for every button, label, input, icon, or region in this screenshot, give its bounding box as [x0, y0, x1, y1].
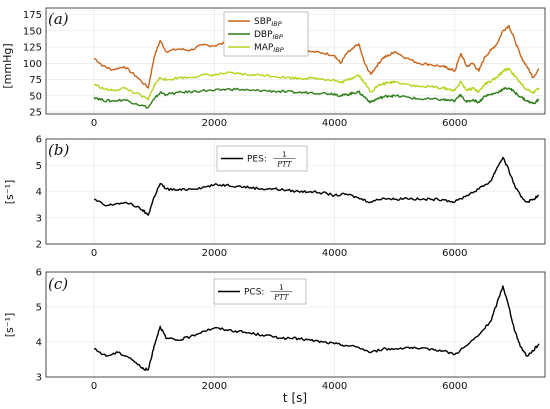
panel-a-ylabel: [mmHg] — [1, 43, 14, 88]
legend-fraction-numerator: 1 — [279, 284, 283, 292]
panel-b: [s⁻¹] (b) 0 2000 4000 6000 2 3 4 5 6 PES: 1 PTT — [3, 135, 546, 259]
legend-label-subscript: IBP — [273, 33, 283, 41]
plot-frame — [45, 271, 546, 378]
legend-label: MAPIBP — [254, 43, 284, 54]
y-tick-label: 125 — [23, 43, 42, 54]
x-tick-label: 6000 — [442, 118, 467, 129]
panel-c-ylabel: [s⁻¹] — [3, 313, 16, 338]
x-tick-label: 0 — [91, 248, 97, 259]
plot-frame — [45, 7, 546, 115]
panel-a: [mmHg] (a) 0 2000 4000 6000 25 50 75 100 125 150 1… — [1, 7, 546, 129]
legend-label: PCS: — [244, 288, 264, 298]
y-tick-label: 25 — [29, 108, 42, 119]
series-line-pes — [94, 156, 540, 216]
legend-c: PCS: 1 PTT — [213, 278, 307, 305]
series-line-dbp — [93, 87, 540, 109]
panel-b-ylabel: [s⁻¹] — [3, 180, 16, 205]
legend-fraction-numerator: 1 — [282, 151, 286, 159]
panel-b-tag: (b) — [48, 141, 69, 159]
y-tick-label: 6 — [36, 268, 42, 279]
y-tick-label: 175 — [23, 10, 42, 21]
x-tick-label: 4000 — [322, 118, 347, 129]
x-tick-label: 6000 — [442, 248, 467, 259]
y-tick-label: 50 — [29, 91, 42, 102]
y-tick-label: 6 — [36, 135, 42, 146]
series-line-pcs — [93, 285, 540, 371]
y-tick-label: 5 — [36, 303, 42, 314]
x-tick-label: 0 — [91, 381, 97, 392]
x-axis-label: t [s] — [283, 391, 307, 405]
x-tick-label: 2000 — [202, 381, 227, 392]
y-tick-label: 2 — [36, 240, 42, 251]
legend-label-subscript: IBP — [273, 46, 283, 54]
panel-a-tag: (a) — [48, 10, 69, 28]
legend-label: PES: — [247, 155, 267, 165]
y-tick-label: 3 — [36, 373, 42, 384]
y-tick-label: 4 — [36, 187, 42, 198]
plot-frame — [45, 138, 546, 245]
y-tick-label: 75 — [29, 75, 42, 86]
x-tick-label: 4000 — [322, 381, 347, 392]
legend-label: DBPIBP — [254, 30, 283, 41]
series-line-map — [93, 67, 540, 101]
panel-c-tag: (c) — [48, 275, 68, 293]
y-tick-label: 3 — [36, 213, 42, 224]
legend-label-subscript: IBP — [271, 20, 281, 28]
panel-c: [s⁻¹] (c) t [s] 0 2000 4000 6000 3 4 5 6 PCS: 1 PT… — [3, 268, 546, 405]
x-tick-label: 0 — [91, 118, 97, 129]
series-line-sbp — [93, 24, 540, 89]
x-tick-label: 2000 — [202, 248, 227, 259]
legend-fraction-denominator: PTT — [273, 294, 290, 302]
x-tick-label: 2000 — [202, 118, 227, 129]
y-tick-label: 5 — [36, 161, 42, 172]
x-tick-label: 4000 — [322, 248, 347, 259]
y-tick-label: 150 — [23, 26, 42, 37]
x-tick-label: 6000 — [442, 381, 467, 392]
legend-b: PES: 1 PTT — [216, 145, 308, 172]
legend-fraction-denominator: PTT — [276, 161, 293, 169]
y-tick-label: 4 — [36, 338, 42, 349]
y-tick-label: 100 — [23, 59, 42, 70]
legend-a: SBPIBP DBPIBP MAPIBP — [223, 11, 309, 57]
legend-label: SBPIBP — [254, 17, 282, 28]
